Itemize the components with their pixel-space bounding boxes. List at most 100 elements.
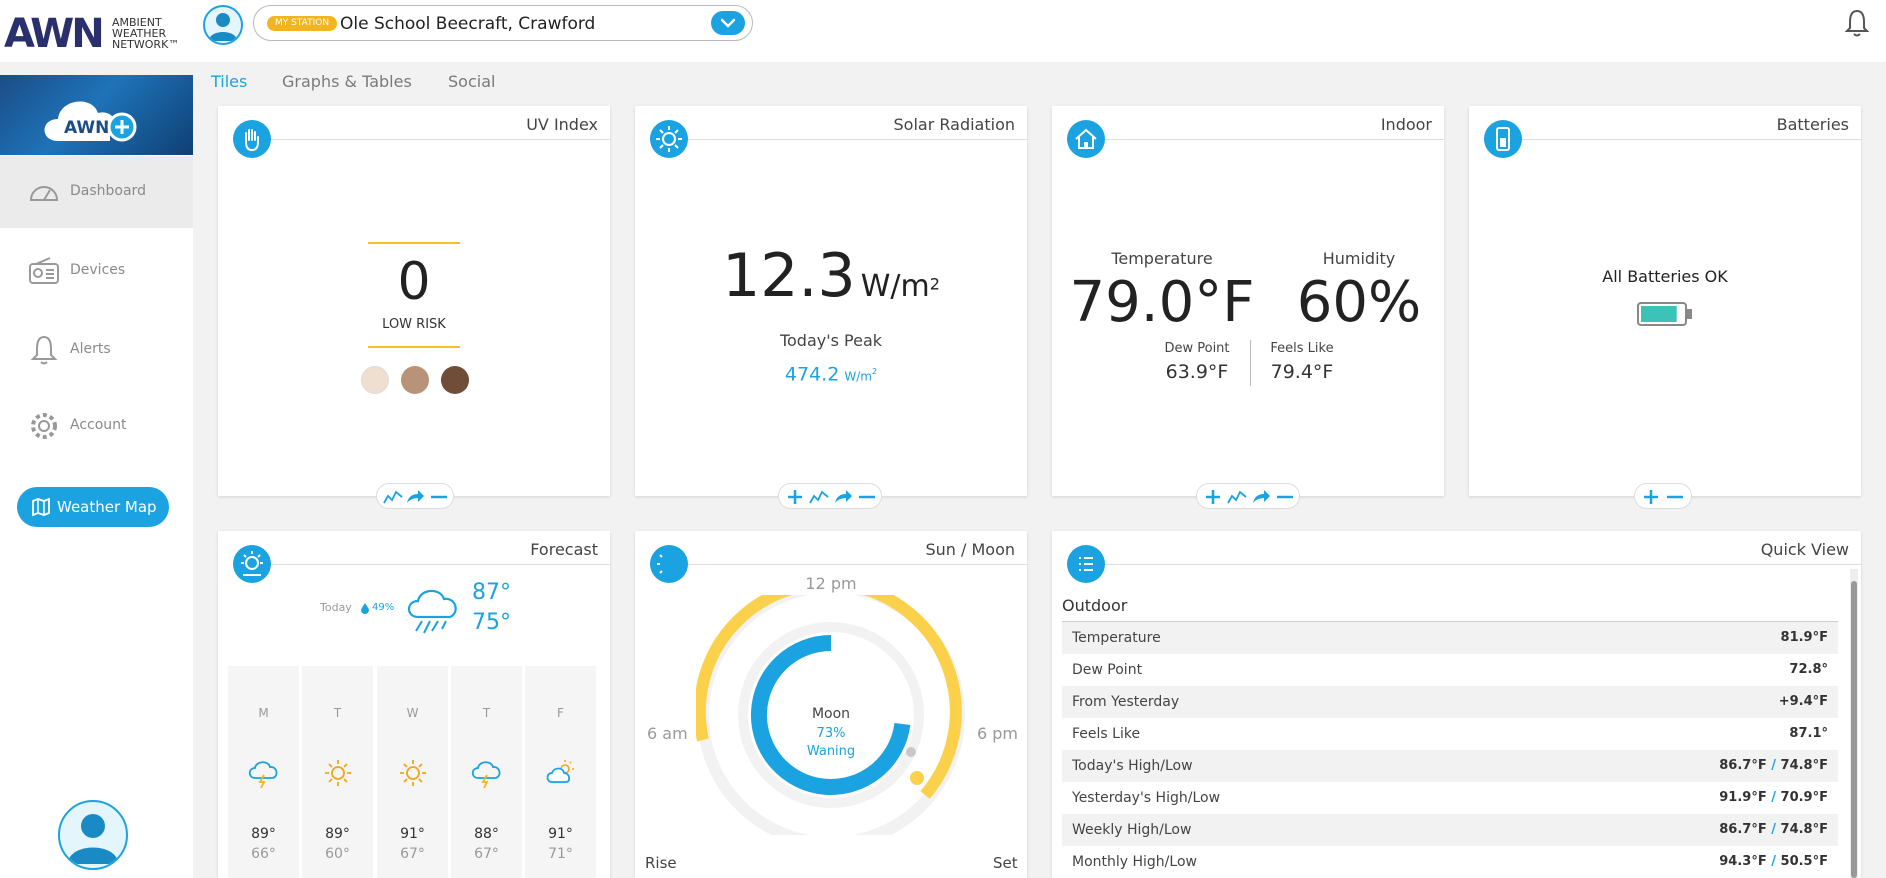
- weather-map-button[interactable]: Weather Map: [17, 487, 169, 527]
- sun-icon: [656, 126, 682, 152]
- tile-uv-index: UV Index 0 LOW RISK: [218, 106, 610, 496]
- indoor-feels-label: Feels Like: [1270, 341, 1334, 356]
- tab-social[interactable]: Social: [448, 72, 496, 91]
- gear-icon: [31, 413, 57, 439]
- tile-solar-radiation: Solar Radiation 12.3 W/m2 Today's Peak 4…: [635, 106, 1027, 496]
- top-bar: AWN AMBIENT WEATHER NETWORK™ MY STATION …: [0, 0, 1886, 62]
- bell-icon: [30, 335, 58, 365]
- minus-icon[interactable]: [1275, 489, 1295, 505]
- sunmoon-noon: 12 pm: [805, 574, 857, 593]
- indoor-temp-value: 79.0°F: [1069, 270, 1255, 335]
- notifications-bell-icon[interactable]: [1844, 8, 1870, 38]
- table-row: Monthly High/Low 94.3°F / 50.5°F: [1072, 854, 1828, 870]
- station-selector[interactable]: MY STATION Ole School Beecraft, Crawford: [253, 5, 753, 41]
- storm-icon: [248, 761, 278, 788]
- chart-icon[interactable]: [809, 489, 829, 505]
- indoor-feels-value: 79.4°F: [1270, 361, 1334, 383]
- tile-indoor: Indoor Temperature Humidity 79.0°F 60% D…: [1052, 106, 1444, 496]
- chevron-down-icon: [720, 18, 736, 28]
- table-row: Temperature 81.9°F: [1062, 622, 1838, 654]
- forecast-day-1: T 89° 60°: [302, 666, 373, 878]
- forecast-high: 89°: [325, 826, 350, 842]
- profile-avatar[interactable]: [58, 800, 128, 870]
- forecast-low: 66°: [251, 846, 276, 862]
- minus-icon[interactable]: [429, 489, 449, 505]
- uv-value: 0: [397, 252, 431, 312]
- sidebar-item-dashboard[interactable]: Dashboard: [0, 156, 193, 228]
- awn-plus-banner[interactable]: AWN: [0, 75, 193, 155]
- tab-graphs-tables[interactable]: Graphs & Tables: [282, 72, 412, 91]
- forecast-day-4: F 91° 71°: [525, 666, 596, 878]
- chart-icon[interactable]: [383, 489, 403, 505]
- uv-risk-label: LOW RISK: [382, 317, 446, 332]
- indoor-actions: [1196, 483, 1300, 509]
- minus-icon[interactable]: [857, 489, 877, 505]
- forecast-day-3: T 88° 67°: [451, 666, 522, 878]
- quickview-table: Temperature 81.9°F Dew Point 72.8° From …: [1062, 622, 1838, 878]
- chart-icon[interactable]: [1227, 489, 1247, 505]
- my-station-badge: MY STATION: [267, 16, 338, 31]
- plus-icon[interactable]: [785, 489, 805, 505]
- forecast-day-0: M 89° 66°: [228, 666, 299, 878]
- table-row: Feels Like 87.1°: [1072, 726, 1828, 742]
- scrollbar-thumb[interactable]: [1851, 581, 1857, 878]
- share-icon[interactable]: [1251, 489, 1271, 505]
- forecast-today-precip: 49%: [372, 602, 395, 613]
- rain-cloud-icon: [407, 589, 457, 634]
- forecast-day-2: W 91° 67°: [377, 666, 448, 878]
- awn-plus-cloud-icon: AWN: [44, 101, 137, 142]
- table-row: Weekly High/Low 86.7°F / 74.8°F: [1062, 814, 1838, 846]
- sidebar-item-alerts[interactable]: Alerts: [0, 314, 193, 386]
- user-avatar[interactable]: [203, 5, 243, 45]
- minus-icon[interactable]: [1665, 489, 1685, 505]
- tab-tiles[interactable]: Tiles: [211, 72, 248, 91]
- sidebar-item-account[interactable]: Account: [0, 390, 193, 462]
- awn-logo[interactable]: AWN AMBIENT WEATHER NETWORK™: [4, 14, 184, 54]
- indoor-humidity-label: Humidity: [1322, 249, 1396, 268]
- plus-icon[interactable]: [1203, 489, 1223, 505]
- tile-sun-moon: Sun / Moon 12 pm 6 am 6 pm Moon 73% Wani…: [635, 531, 1027, 878]
- sidebar-label-account: Account: [70, 417, 127, 433]
- plus-icon[interactable]: [1641, 489, 1661, 505]
- forecast-high: 89°: [251, 826, 276, 842]
- forecast-title: Forecast: [530, 540, 598, 559]
- share-icon[interactable]: [833, 489, 853, 505]
- forecast-today-high: 87°: [472, 580, 511, 605]
- sun-cloud-icon: [241, 551, 263, 576]
- storm-icon: [471, 761, 501, 788]
- forecast-low: 67°: [400, 846, 425, 862]
- quickview-title: Quick View: [1760, 540, 1849, 559]
- forecast-high: 91°: [400, 826, 425, 842]
- indoor-tile-icon: [1067, 120, 1105, 158]
- solar-title: Solar Radiation: [893, 115, 1015, 134]
- table-row: Yesterday's High/Low 91.9°F / 70.9°F: [1072, 790, 1828, 806]
- share-icon[interactable]: [405, 489, 425, 505]
- radio-icon: [29, 257, 59, 284]
- solar-unit-sup: 2: [929, 274, 940, 294]
- svg-text:AWN: AWN: [64, 118, 109, 138]
- sun-moon-dial: [696, 595, 965, 835]
- solar-peak-label: Today's Peak: [779, 331, 883, 350]
- battery-level-fill: [1641, 306, 1677, 322]
- home-icon: [1075, 128, 1097, 149]
- batteries-actions: [1634, 483, 1692, 509]
- solar-actions: [778, 483, 882, 509]
- quickview-scrollbar[interactable]: [1850, 569, 1858, 878]
- skin-tone-2: [401, 366, 429, 394]
- skin-tone-1: [361, 366, 389, 394]
- station-dropdown-button[interactable]: [711, 11, 745, 35]
- forecast-high: 91°: [548, 826, 573, 842]
- solar-value: 12.3: [722, 241, 856, 311]
- indoor-title: Indoor: [1380, 115, 1432, 134]
- raindrop-icon: [361, 603, 369, 614]
- forecast-day-label: T: [482, 706, 491, 720]
- gauge-icon: [29, 186, 59, 201]
- forecast-low: 67°: [474, 846, 499, 862]
- indoor-humidity-value: 60%: [1296, 270, 1422, 335]
- solar-peak-unit-sup: 2: [872, 367, 878, 376]
- batteries-status: All Batteries OK: [1602, 267, 1728, 286]
- sidebar-item-devices[interactable]: Devices: [0, 235, 193, 307]
- batteries-tile-icon: [1484, 120, 1522, 158]
- solar-peak-row: 474.2 W/m2: [635, 360, 1027, 388]
- indoor-dew-label: Dew Point: [1164, 341, 1230, 356]
